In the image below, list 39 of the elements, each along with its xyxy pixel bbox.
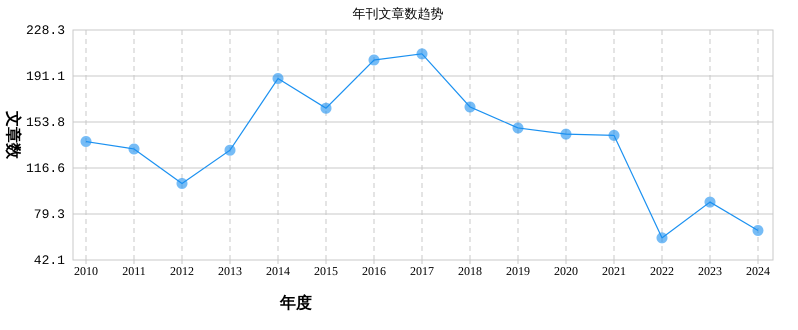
point xyxy=(272,73,284,84)
point xyxy=(512,122,524,134)
x-tick-label: 2014 xyxy=(266,264,290,278)
x-tick-label: 2022 xyxy=(650,264,674,278)
point xyxy=(80,136,92,148)
x-tick-label: 2020 xyxy=(554,264,578,278)
point xyxy=(368,54,380,66)
x-tick-label: 2012 xyxy=(170,264,194,278)
x-tick-label: 2021 xyxy=(602,264,626,278)
y-tick-label: 228.3 xyxy=(26,23,65,38)
x-tick-label: 2017 xyxy=(410,264,434,278)
y-tick-label: 191.1 xyxy=(26,68,66,84)
x-tick-label: 2010 xyxy=(74,264,98,278)
point xyxy=(608,130,620,141)
y-tick-label: 79.3 xyxy=(34,207,65,222)
point xyxy=(560,128,572,140)
point xyxy=(176,178,188,190)
x-tick-label: 2024 xyxy=(746,264,770,278)
y-tick-label: 116.6 xyxy=(26,160,65,176)
y-tick-label: 153.8 xyxy=(26,115,65,130)
point xyxy=(320,102,332,114)
x-tick-label: 2018 xyxy=(458,264,482,278)
point xyxy=(752,224,764,236)
point xyxy=(464,101,476,112)
point xyxy=(224,144,236,156)
x-tick-label: 2023 xyxy=(698,264,722,278)
point xyxy=(128,143,140,154)
x-tick-label: 2019 xyxy=(506,264,530,278)
x-tick-label: 2015 xyxy=(314,264,338,278)
point xyxy=(704,196,716,208)
x-axis-title: 年度 xyxy=(279,293,312,312)
y-tick-label: 42.1 xyxy=(34,253,66,268)
x-tick-label: 2013 xyxy=(218,264,242,278)
chart-title: 年刊文章数趋势 xyxy=(352,6,444,21)
y-axis-title: 文章数 xyxy=(4,110,22,160)
point xyxy=(416,48,428,60)
x-tick-label: 2016 xyxy=(362,264,386,278)
point xyxy=(656,232,668,244)
x-tick-label: 2011 xyxy=(122,264,146,278)
